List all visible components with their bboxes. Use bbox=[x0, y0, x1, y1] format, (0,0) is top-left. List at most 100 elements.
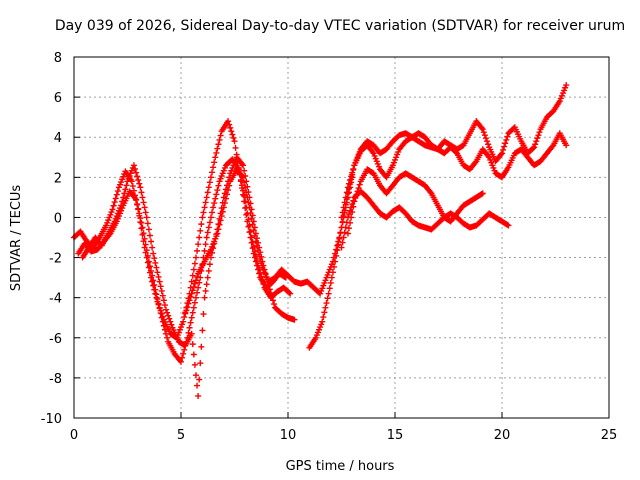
data-point bbox=[204, 229, 211, 236]
data-point bbox=[135, 205, 142, 212]
data-point bbox=[188, 314, 195, 321]
data-point bbox=[244, 194, 251, 201]
data-point bbox=[163, 330, 170, 337]
data-point bbox=[259, 277, 266, 284]
y-tick-label: 0 bbox=[54, 211, 62, 226]
data-point bbox=[184, 304, 191, 311]
data-point bbox=[205, 267, 212, 274]
data-point bbox=[133, 196, 140, 203]
data-point bbox=[319, 318, 326, 325]
data-point bbox=[246, 222, 253, 229]
data-point bbox=[231, 138, 238, 145]
data-point bbox=[153, 291, 160, 298]
data-point bbox=[221, 200, 228, 207]
data-point bbox=[194, 247, 201, 254]
data-point bbox=[146, 263, 153, 270]
data-point bbox=[195, 392, 202, 399]
data-point bbox=[240, 174, 247, 181]
data-point bbox=[342, 194, 349, 201]
data-point bbox=[534, 135, 541, 142]
data-point bbox=[321, 309, 328, 316]
series-sat-track-7 bbox=[344, 166, 486, 237]
data-point bbox=[255, 262, 262, 269]
data-point bbox=[138, 219, 145, 226]
data-point bbox=[338, 214, 345, 221]
data-point bbox=[291, 316, 298, 323]
data-point bbox=[197, 360, 204, 367]
data-point bbox=[157, 310, 164, 317]
series-sat-track-4 bbox=[182, 166, 356, 317]
data-point bbox=[255, 247, 262, 254]
chart-title: Day 039 of 2026, Sidereal Day-to-day VTE… bbox=[55, 18, 625, 34]
data-point bbox=[134, 201, 141, 208]
data-point bbox=[138, 225, 145, 232]
data-point bbox=[164, 309, 171, 316]
data-point bbox=[198, 343, 205, 350]
data-point bbox=[258, 273, 265, 280]
data-point bbox=[141, 235, 148, 242]
data-point bbox=[120, 194, 127, 201]
data-point bbox=[345, 211, 352, 218]
data-point bbox=[157, 283, 164, 290]
data-point bbox=[331, 263, 338, 270]
data-point bbox=[504, 133, 511, 140]
data-point bbox=[187, 293, 194, 300]
data-point bbox=[137, 184, 144, 191]
data-point bbox=[122, 186, 129, 193]
data-point bbox=[146, 232, 153, 239]
data-point bbox=[160, 297, 167, 304]
y-axis-label: SDTVAR / TECUs bbox=[9, 185, 24, 292]
data-point bbox=[188, 290, 195, 297]
data-point bbox=[202, 241, 209, 248]
data-point bbox=[536, 129, 543, 136]
data-point bbox=[161, 302, 168, 309]
series-sat-track-6 bbox=[338, 130, 570, 221]
data-point bbox=[156, 278, 163, 285]
data-point bbox=[194, 382, 201, 389]
data-point bbox=[204, 274, 211, 281]
data-point bbox=[329, 269, 336, 276]
data-point bbox=[163, 306, 170, 313]
x-axis-label: GPS time / hours bbox=[286, 459, 395, 474]
data-point bbox=[190, 304, 197, 311]
data-point bbox=[210, 204, 217, 211]
data-point bbox=[159, 292, 166, 299]
data-point bbox=[222, 195, 229, 202]
data-point bbox=[229, 131, 236, 138]
data-point bbox=[141, 204, 148, 211]
data-point bbox=[159, 318, 166, 325]
data-point bbox=[355, 185, 362, 192]
data-point bbox=[322, 304, 329, 311]
data-point bbox=[203, 234, 210, 241]
data-point bbox=[349, 201, 356, 208]
data-point bbox=[328, 274, 335, 281]
data-point bbox=[220, 204, 227, 211]
data-point bbox=[350, 197, 357, 204]
data-point bbox=[196, 234, 203, 241]
data-point bbox=[191, 361, 198, 368]
data-point bbox=[356, 181, 363, 188]
data-point bbox=[195, 241, 202, 248]
data-point bbox=[485, 141, 492, 148]
data-point bbox=[230, 134, 237, 141]
y-tick-labels: -10 -8 -6 -4 -2 0 2 4 6 8 bbox=[41, 51, 62, 427]
data-point bbox=[191, 299, 198, 306]
grid-lines bbox=[73, 56, 610, 419]
data-point bbox=[194, 289, 201, 296]
data-point bbox=[247, 210, 254, 217]
y-tick-label: -10 bbox=[41, 412, 62, 427]
data-point bbox=[215, 226, 222, 233]
data-point bbox=[339, 209, 346, 216]
data-point bbox=[348, 204, 355, 211]
data-point bbox=[209, 169, 216, 176]
data-point bbox=[166, 315, 173, 322]
data-point bbox=[199, 214, 206, 221]
data-point bbox=[207, 174, 214, 181]
data-point bbox=[324, 295, 331, 302]
data-point bbox=[248, 215, 255, 222]
data-point bbox=[186, 297, 193, 304]
series-sat-track-3 bbox=[79, 154, 298, 399]
data-point bbox=[161, 326, 168, 333]
data-point bbox=[216, 136, 223, 143]
